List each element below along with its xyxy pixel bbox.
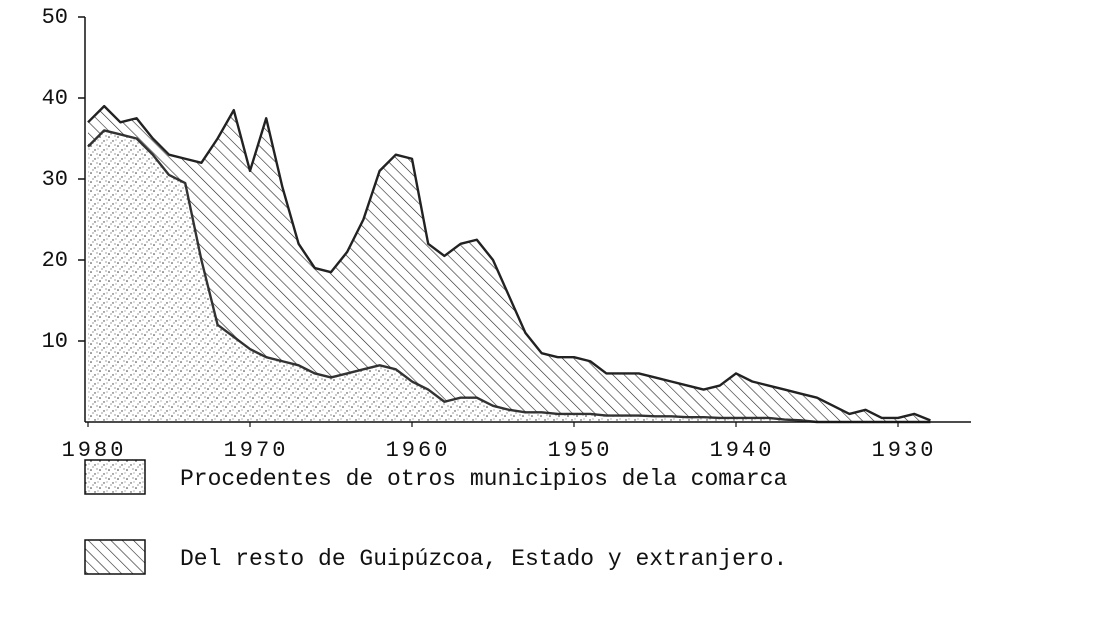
legend-swatch bbox=[84, 459, 146, 495]
x-tick-label: 1980 bbox=[62, 438, 127, 463]
y-tick-label: 30 bbox=[42, 167, 68, 192]
y-tick-label: 10 bbox=[42, 329, 68, 354]
legend-swatch bbox=[84, 539, 146, 575]
area-line bbox=[87, 104, 931, 422]
x-tick-label: 1950 bbox=[548, 438, 613, 463]
legend-label: Del resto de Guipúzcoa, Estado y extranj… bbox=[180, 546, 787, 572]
area-fill bbox=[88, 106, 931, 422]
x-tick-label: 1940 bbox=[710, 438, 775, 463]
x-tick-label: 1970 bbox=[224, 438, 289, 463]
area-fill bbox=[88, 130, 931, 422]
y-tick-label: 20 bbox=[42, 248, 68, 273]
legend-label: Procedentes de otros municipios dela com… bbox=[180, 466, 787, 492]
x-tick-label: 1930 bbox=[872, 438, 937, 463]
y-tick-label: 40 bbox=[42, 86, 68, 111]
y-tick-label: 50 bbox=[42, 5, 68, 30]
x-tick-label: 1960 bbox=[386, 438, 451, 463]
